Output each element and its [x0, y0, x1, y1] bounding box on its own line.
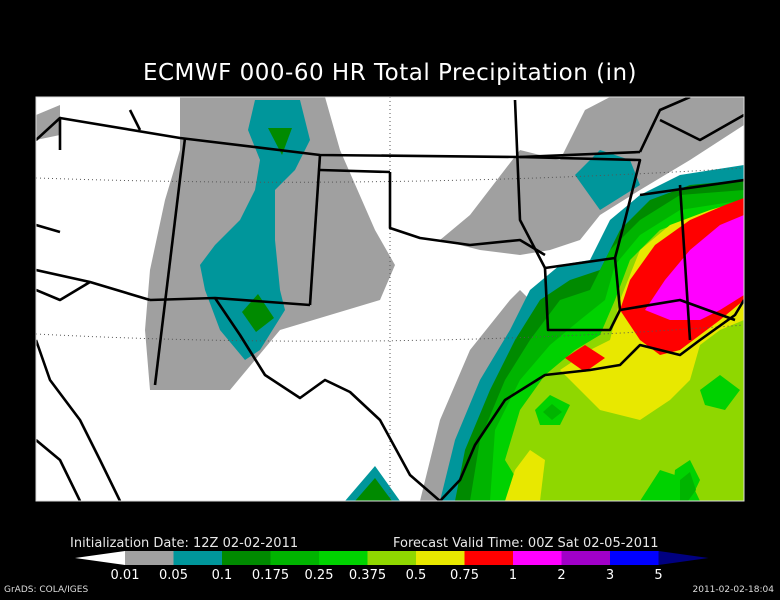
legend-swatch: [367, 551, 417, 565]
legend-swatch: [610, 551, 659, 565]
map-title: ECMWF 000-60 HR Total Precipitation (in): [142, 60, 638, 86]
legend-tick-label: 0.1: [212, 568, 233, 583]
legend-swatch: [464, 551, 514, 565]
legend-swatch: [270, 551, 320, 565]
legend-swatch: [416, 551, 465, 565]
legend-tick-label: 0.175: [252, 568, 289, 583]
map-border: [35, 96, 745, 502]
legend-swatch: [561, 551, 611, 565]
initialization-date: Initialization Date: 12Z 02-02-2011: [70, 536, 299, 551]
legend-tick-label: 3: [606, 568, 614, 583]
grads-credit: GrADS: COLA/IGES: [4, 585, 89, 595]
precip-contour-magenta: [645, 215, 744, 320]
legend-swatch: [173, 551, 223, 565]
legend-tick-label: 0.5: [406, 568, 427, 583]
legend-tick-label: 0.75: [450, 568, 479, 583]
forecast-valid-time: Forecast Valid Time: 00Z Sat 02-05-2011: [393, 536, 659, 551]
legend-swatch: [513, 551, 562, 565]
legend-swatch: [222, 551, 271, 565]
state-borders: [36, 97, 744, 501]
legend-tick-label: 0.01: [111, 568, 140, 583]
legend-arrow-left: [75, 551, 125, 565]
legend-tick-label: 0.05: [159, 568, 188, 583]
precip-contour-inner-green: [535, 375, 740, 501]
graticule: [36, 97, 744, 501]
legend-arrow-right: [658, 551, 709, 565]
legend-tick-label: 0.25: [305, 568, 334, 583]
generation-timestamp: 2011-02-02-18:04: [692, 585, 775, 595]
legend-swatch: [125, 551, 174, 565]
legend-swatch: [319, 551, 368, 565]
legend-tick-label: 0.375: [349, 568, 386, 583]
legend-tick-label: 1: [509, 568, 517, 583]
legend-tick-label: 5: [654, 568, 662, 583]
legend-tick-label: 2: [557, 568, 565, 583]
